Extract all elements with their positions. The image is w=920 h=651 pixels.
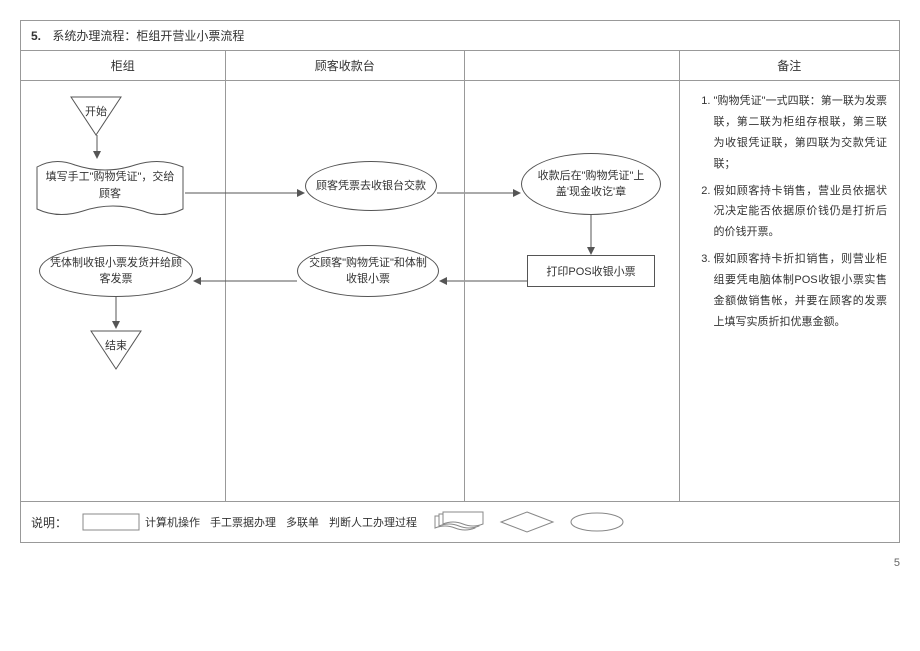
notes-column: "购物凭证"一式四联：第一联为发票联，第二联为柜组存根联，第三联为收银凭证联，第… — [680, 81, 900, 501]
header-col3 — [465, 51, 680, 80]
header-col2: 顾客收款台 — [226, 51, 465, 80]
header-col4: 备注 — [680, 51, 900, 80]
legend-computer: 计算机操作 — [81, 510, 200, 534]
title-number: 5. — [31, 29, 41, 43]
header-col1: 柜组 — [21, 51, 226, 80]
note-item: 假如顾客持卡折扣销售，则营业柜组要凭电脑体制POS收银小票实售金额做销售帐，并要… — [714, 249, 888, 333]
legend-diamond-icon — [497, 510, 557, 534]
legend-stack-icon — [427, 510, 487, 534]
end-label: 结束 — [89, 337, 143, 353]
lane-col2 — [226, 81, 465, 501]
note-item: "购物凭证"一式四联：第一联为发票联，第二联为柜组存根联，第三联为收银凭证联，第… — [714, 91, 888, 175]
legend-multi: 多联单 — [286, 514, 319, 530]
fill-voucher-label: 填写手工"购物凭证"，交给顾客 — [35, 159, 185, 202]
legend-judge-label: 判断人工办理过程 — [329, 514, 417, 530]
body-row: 开始 填写手工"购物凭证"，交给顾客 — [21, 81, 899, 501]
start-node: 开始 — [69, 95, 123, 137]
legend-computer-label: 计算机操作 — [145, 514, 200, 530]
arrow-deliver-end — [115, 297, 117, 332]
lane-col1: 开始 填写手工"购物凭证"，交给顾客 — [21, 81, 226, 501]
legend-oval-icon — [567, 510, 627, 534]
section-title: 5. 系统办理流程：柜组开营业小票流程 — [21, 21, 899, 51]
page-number: 5 — [20, 557, 900, 569]
legend-multi-label: 多联单 — [286, 514, 319, 530]
lane-col3 — [465, 81, 680, 501]
notes-list: "购物凭证"一式四联：第一联为发票联，第二联为柜组存根联，第三联为收银凭证联，第… — [680, 81, 900, 349]
document-frame: 5. 系统办理流程：柜组开营业小票流程 柜组 顾客收款台 备注 开始 — [20, 20, 900, 502]
legend-label: 说明： — [31, 514, 67, 531]
arrow-start-fill — [96, 135, 98, 162]
legend-row: 说明： 计算机操作 手工票据办理 多联单 判断人工办理过程 — [20, 501, 900, 543]
start-label: 开始 — [69, 103, 123, 119]
note-item: 假如顾客持卡销售，营业员依据状况决定能否依据原价钱仍是打折后的价钱开票。 — [714, 181, 888, 244]
deliver-goods-node: 凭体制收银小票发货并给顾客发票 — [39, 245, 193, 297]
end-node: 结束 — [89, 329, 143, 371]
legend-manual-label: 手工票据办理 — [210, 514, 276, 530]
title-text: 系统办理流程：柜组开营业小票流程 — [52, 29, 244, 43]
legend-judge: 判断人工办理过程 — [329, 514, 417, 530]
legend-manual: 手工票据办理 — [210, 514, 276, 530]
fill-voucher-node: 填写手工"购物凭证"，交给顾客 — [35, 159, 185, 217]
column-headers: 柜组 顾客收款台 备注 — [21, 51, 899, 81]
deliver-goods-label: 凭体制收银小票发货并给顾客发票 — [48, 255, 184, 288]
